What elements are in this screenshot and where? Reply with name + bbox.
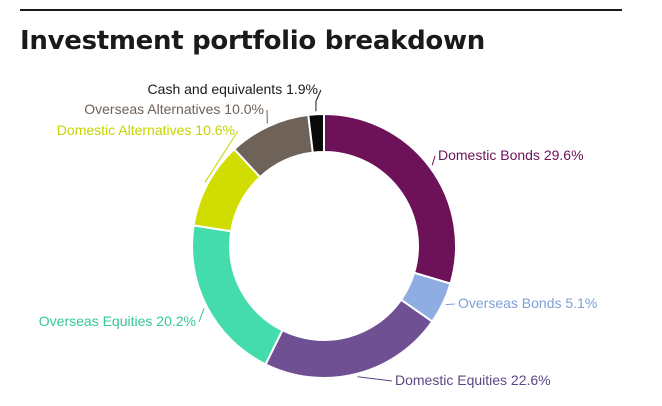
label-cash-and-equivalents: Cash and equivalents 1.9% — [148, 81, 318, 97]
leader-domestic-bonds — [431, 155, 436, 166]
label-overseas-equities: Overseas Equities 20.2% — [39, 313, 196, 329]
slice-cash-and-equivalents[interactable] — [307, 112, 325, 154]
slice-domestic-bonds[interactable] — [323, 112, 457, 285]
label-domestic-equities: Domestic Equities 22.6% — [395, 372, 551, 388]
label-overseas-alternatives: Overseas Alternatives 10.0% — [84, 101, 264, 117]
top-rule — [20, 9, 622, 11]
leader-cash-and-equivalents — [315, 89, 322, 112]
leader-overseas-equities — [198, 307, 205, 323]
leader-overseas-bonds — [445, 303, 456, 306]
slice-overseas-equities[interactable] — [191, 224, 284, 366]
label-domestic-bonds: Domestic Bonds 29.6% — [438, 147, 584, 163]
leader-domestic-alternatives — [204, 130, 239, 183]
slice-domestic-equities[interactable] — [264, 298, 434, 379]
label-domestic-alternatives: Domestic Alternatives 10.6% — [57, 122, 235, 138]
label-overseas-bonds: Overseas Bonds 5.1% — [458, 295, 597, 311]
leader-domestic-equities — [357, 376, 393, 382]
chart-title: Investment portfolio breakdown — [20, 26, 485, 56]
